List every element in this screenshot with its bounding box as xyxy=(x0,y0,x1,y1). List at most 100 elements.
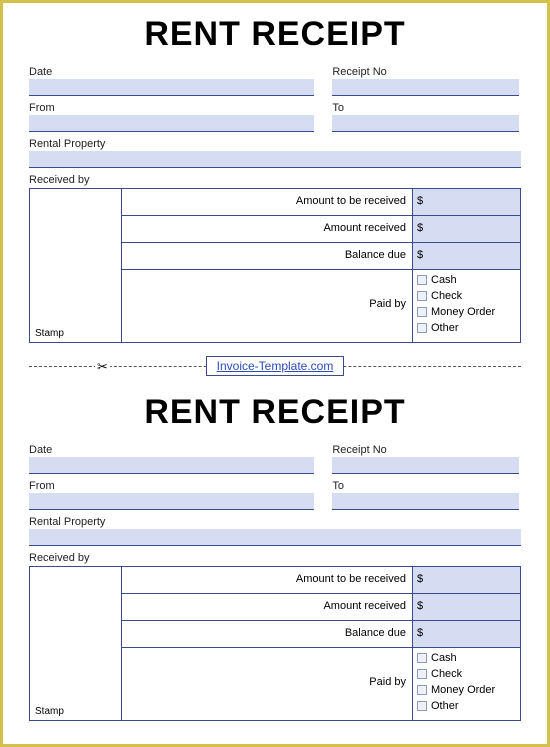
label-paid-by: Paid by xyxy=(122,270,412,342)
label-amount-received: Amount received xyxy=(122,216,412,242)
val-balance-due[interactable]: $ xyxy=(412,243,520,269)
row-rental-property: Rental Property xyxy=(29,516,521,546)
field-receiptno: Receipt No xyxy=(332,66,519,96)
label-received-by: Received by xyxy=(29,552,521,564)
label-paid-by: Paid by xyxy=(122,648,412,720)
label-receiptno: Receipt No xyxy=(332,66,519,78)
label-to: To xyxy=(332,102,519,114)
label-receiptno: Receipt No xyxy=(332,444,519,456)
row-amount-to-receive: Amount to be received $ xyxy=(122,567,520,594)
receipt-table: Stamp Amount to be received $ Amount rec… xyxy=(29,566,521,721)
receipt-title: RENT RECEIPT xyxy=(29,393,521,432)
checkbox-icon xyxy=(417,323,427,333)
input-from[interactable] xyxy=(29,493,314,510)
cut-divider: ✂ Invoice-Template.com xyxy=(3,355,547,377)
row-amount-received: Amount received $ xyxy=(122,594,520,621)
input-to[interactable] xyxy=(332,115,519,132)
val-amount-received[interactable]: $ xyxy=(412,594,520,620)
label-from: From xyxy=(29,102,314,114)
field-date: Date xyxy=(29,444,314,474)
opt-label: Check xyxy=(431,668,462,680)
checkbox-icon xyxy=(417,291,427,301)
val-amount-received[interactable]: $ xyxy=(412,216,520,242)
val-amount-to-receive[interactable]: $ xyxy=(412,567,520,593)
field-to: To xyxy=(332,480,519,510)
row-paid-by: Paid by Cash Check Money Order Other xyxy=(122,270,520,342)
checkbox-icon xyxy=(417,685,427,695)
label-to: To xyxy=(332,480,519,492)
opt-cash[interactable]: Cash xyxy=(417,274,516,286)
receipt-top: RENT RECEIPT Date Receipt No From To Ren… xyxy=(3,3,547,351)
label-from: From xyxy=(29,480,314,492)
label-balance-due: Balance due xyxy=(122,621,412,647)
opt-label: Cash xyxy=(431,652,457,664)
row-paid-by: Paid by Cash Check Money Order Other xyxy=(122,648,520,720)
stamp-column: Stamp xyxy=(30,567,122,720)
row-date-receiptno: Date Receipt No xyxy=(29,444,521,474)
opt-label: Check xyxy=(431,290,462,302)
field-from: From xyxy=(29,102,314,132)
label-amount-received: Amount received xyxy=(122,594,412,620)
checkbox-icon xyxy=(417,701,427,711)
label-received-by: Received by xyxy=(29,174,521,186)
label-rental-property: Rental Property xyxy=(29,516,521,528)
field-receiptno: Receipt No xyxy=(332,444,519,474)
receipt-table: Stamp Amount to be received $ Amount rec… xyxy=(29,188,521,343)
opt-check[interactable]: Check xyxy=(417,668,516,680)
stamp-label: Stamp xyxy=(35,706,64,717)
field-from: From xyxy=(29,480,314,510)
receipt-title: RENT RECEIPT xyxy=(29,15,521,54)
input-rental-property[interactable] xyxy=(29,151,521,168)
opt-other[interactable]: Other xyxy=(417,322,516,334)
input-date[interactable] xyxy=(29,457,314,474)
val-balance-due[interactable]: $ xyxy=(412,621,520,647)
scissors-icon: ✂ xyxy=(95,359,110,375)
checkbox-icon xyxy=(417,669,427,679)
val-amount-to-receive[interactable]: $ xyxy=(412,189,520,215)
field-date: Date xyxy=(29,66,314,96)
input-to[interactable] xyxy=(332,493,519,510)
opt-label: Money Order xyxy=(431,684,495,696)
stamp-column: Stamp xyxy=(30,189,122,342)
row-balance-due: Balance due $ xyxy=(122,621,520,648)
paidby-options: Cash Check Money Order Other xyxy=(412,648,520,720)
opt-label: Money Order xyxy=(431,306,495,318)
label-amount-to-receive: Amount to be received xyxy=(122,189,412,215)
label-date: Date xyxy=(29,66,314,78)
input-rental-property[interactable] xyxy=(29,529,521,546)
row-from-to: From To xyxy=(29,480,521,510)
table-rows: Amount to be received $ Amount received … xyxy=(122,567,520,720)
opt-money-order[interactable]: Money Order xyxy=(417,684,516,696)
paidby-options: Cash Check Money Order Other xyxy=(412,270,520,342)
checkbox-icon xyxy=(417,275,427,285)
table-rows: Amount to be received $ Amount received … xyxy=(122,189,520,342)
row-amount-to-receive: Amount to be received $ xyxy=(122,189,520,216)
row-rental-property: Rental Property xyxy=(29,138,521,168)
opt-other[interactable]: Other xyxy=(417,700,516,712)
receipt-bottom: RENT RECEIPT Date Receipt No From To Ren… xyxy=(3,381,547,729)
input-receiptno[interactable] xyxy=(332,457,519,474)
opt-label: Cash xyxy=(431,274,457,286)
row-balance-due: Balance due $ xyxy=(122,243,520,270)
opt-label: Other xyxy=(431,322,459,334)
row-from-to: From To xyxy=(29,102,521,132)
field-rental-property: Rental Property xyxy=(29,516,521,546)
template-link[interactable]: Invoice-Template.com xyxy=(206,356,345,376)
opt-cash[interactable]: Cash xyxy=(417,652,516,664)
label-balance-due: Balance due xyxy=(122,243,412,269)
input-receiptno[interactable] xyxy=(332,79,519,96)
opt-money-order[interactable]: Money Order xyxy=(417,306,516,318)
checkbox-icon xyxy=(417,653,427,663)
opt-check[interactable]: Check xyxy=(417,290,516,302)
opt-label: Other xyxy=(431,700,459,712)
input-date[interactable] xyxy=(29,79,314,96)
row-amount-received: Amount received $ xyxy=(122,216,520,243)
label-rental-property: Rental Property xyxy=(29,138,521,150)
checkbox-icon xyxy=(417,307,427,317)
row-date-receiptno: Date Receipt No xyxy=(29,66,521,96)
input-from[interactable] xyxy=(29,115,314,132)
label-amount-to-receive: Amount to be received xyxy=(122,567,412,593)
field-to: To xyxy=(332,102,519,132)
field-rental-property: Rental Property xyxy=(29,138,521,168)
label-date: Date xyxy=(29,444,314,456)
